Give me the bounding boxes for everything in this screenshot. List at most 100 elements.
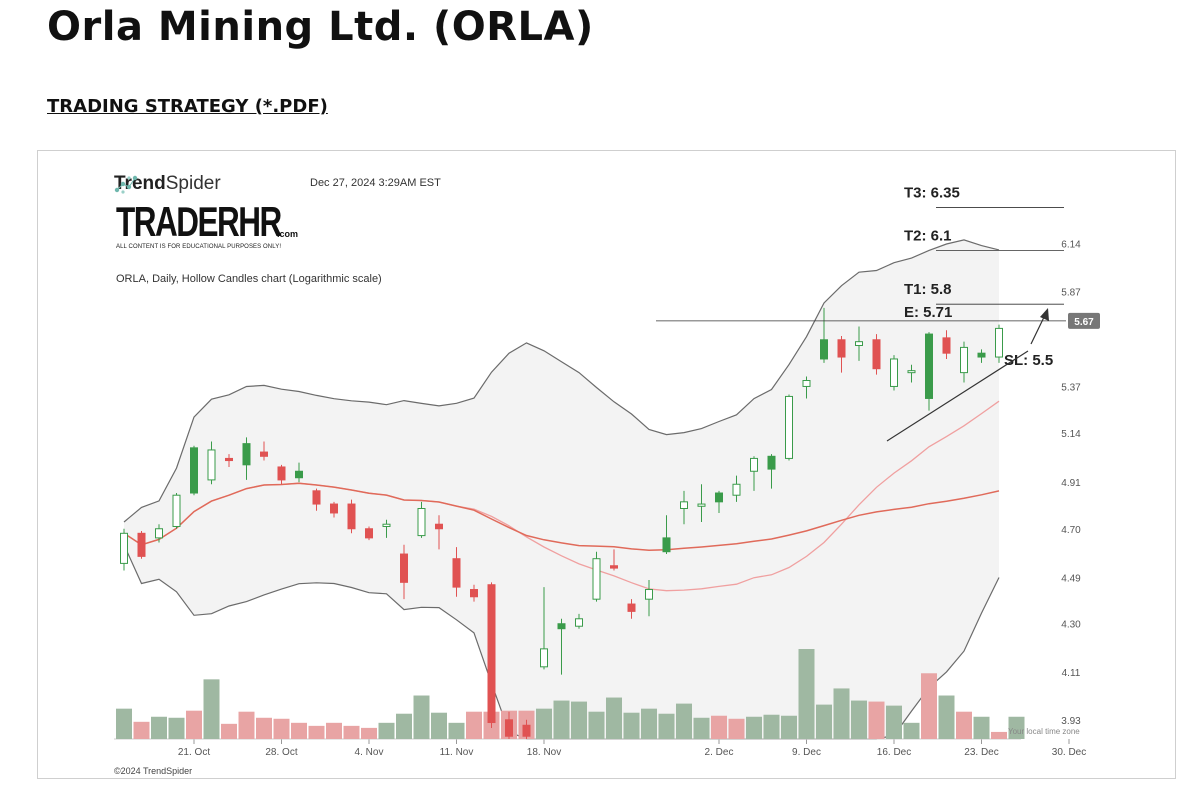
candle-body [365, 528, 373, 539]
y-tick-label: 5.87 [1061, 287, 1081, 298]
chart-frame: T3: 6.35 T2: 6.1 T1: 5.8 5.67 E: 5.71 SL: 5.5… [37, 150, 1176, 779]
trendspider-wordmark: TrendSpider [114, 173, 221, 194]
volume-bar [693, 717, 710, 739]
volume-bar [676, 703, 692, 739]
volume-bar [938, 695, 955, 739]
volume-bar [186, 710, 202, 739]
candle-body [977, 352, 986, 358]
volume-bar [746, 716, 762, 739]
chart-grid [114, 738, 1070, 744]
candle-body [540, 648, 548, 668]
bollinger-upper-line [123, 239, 1000, 523]
level-label-stop: SL: 5.5 [1004, 352, 1053, 369]
volume-bar [133, 721, 150, 739]
volume-bar [326, 722, 342, 739]
volume-bar [728, 718, 745, 739]
traderhr-logo: TRADERHR .com ALL CONTENT IS FOR EDUCATI… [116, 201, 336, 251]
volume-bar [903, 722, 920, 739]
volume-bar [1008, 716, 1025, 739]
candle-body [575, 618, 583, 627]
candle-body [557, 623, 566, 630]
level-label-target: T1: 5.8 [904, 281, 952, 298]
chart-subtitle: ORLA, Daily, Hollow Candles chart (Logar… [116, 273, 382, 285]
volume-bar [851, 700, 867, 739]
trendspider-icon [114, 175, 138, 194]
y-tick-label: 3.93 [1061, 716, 1081, 727]
volume-bar [291, 722, 307, 739]
target-arrow-head [1040, 308, 1049, 321]
candle-body [907, 370, 916, 374]
volume-bar [466, 711, 482, 739]
volume-bar [168, 717, 185, 739]
y-tick-label: 4.30 [1061, 620, 1081, 631]
candle-body [837, 339, 846, 358]
candle-body [592, 558, 601, 600]
page-title: Orla Mining Ltd. (ORLA) [47, 4, 594, 50]
candle-body [522, 724, 531, 737]
candle-body [260, 451, 268, 457]
x-tick-label: 16. Dec [877, 747, 911, 758]
x-tick-label: 18. Nov [527, 747, 561, 758]
candle-body [312, 490, 321, 505]
candle-body [890, 358, 898, 387]
y-tick-label: 4.11 [1062, 668, 1081, 679]
candle-body [242, 443, 251, 466]
x-tick-label: 11. Nov [440, 747, 474, 758]
volume-bar [658, 713, 675, 739]
volume-bar [623, 712, 640, 739]
volume-bar [448, 722, 465, 739]
x-tick-label: 30. Dec [1052, 747, 1086, 758]
volume-bar [991, 731, 1007, 739]
x-tick-label: 23. Dec [964, 747, 998, 758]
volume-bar [361, 727, 377, 739]
candle-body [277, 466, 286, 481]
volume-bar [116, 708, 132, 739]
level-label-entry: E: 5.71 [904, 304, 952, 321]
candle-body [137, 532, 146, 557]
volume-bar [151, 716, 167, 739]
volume-bar [378, 722, 395, 739]
candle-body [347, 503, 356, 530]
disclaimer: ALL CONTENT IS FOR EDUCATIONAL PURPOSES … [116, 244, 282, 250]
candle-body [732, 483, 741, 496]
candle-body [662, 537, 671, 553]
candle-body [295, 470, 303, 479]
y-tick-label: 4.70 [1061, 525, 1081, 536]
candle-body [750, 457, 758, 472]
candles [120, 307, 1003, 739]
volume-bar [921, 673, 937, 739]
volume-bar [781, 715, 797, 739]
y-tick-label: 4.91 [1061, 478, 1081, 489]
x-tick-label: 9. Dec [792, 747, 821, 758]
volume-bar [886, 705, 902, 739]
volume-bar [308, 725, 325, 739]
candle-body [820, 339, 828, 360]
volume-bar [396, 713, 412, 739]
y-tick-label: 5.37 [1061, 382, 1081, 393]
candle-body [610, 565, 618, 569]
candle-body [680, 501, 688, 510]
volume-bar [973, 716, 990, 739]
candle-body [802, 380, 811, 387]
volume-bar [816, 704, 832, 739]
volume-bar [588, 711, 605, 739]
trading-strategy-link[interactable]: TRADING STRATEGY (*.PDF) [47, 96, 328, 117]
trendspider-logo: TrendSpider [114, 173, 221, 195]
candle-body [435, 523, 443, 530]
candle-body [715, 492, 723, 503]
volume-bar [431, 712, 447, 739]
volume-bar [273, 718, 290, 739]
level-label-target: T2: 6.1 [904, 227, 952, 244]
candle-body [855, 341, 863, 346]
volume-bar [606, 697, 622, 739]
volume-bar [203, 679, 220, 739]
chart-timestamp: Dec 27, 2024 3:29AM EST [310, 177, 441, 189]
candle-body [155, 528, 163, 539]
copyright: ©2024 TrendSpider [114, 766, 193, 776]
candle-body [120, 532, 128, 564]
candle-body [767, 455, 776, 470]
y-tick-label: 6.14 [1061, 239, 1081, 250]
trade-levels: T3: 6.35 T2: 6.1 T1: 5.8 5.67 E: 5.71 SL: 5.5 [656, 184, 1100, 442]
volume-bars [116, 649, 1025, 739]
moving-averages [123, 400, 1000, 592]
